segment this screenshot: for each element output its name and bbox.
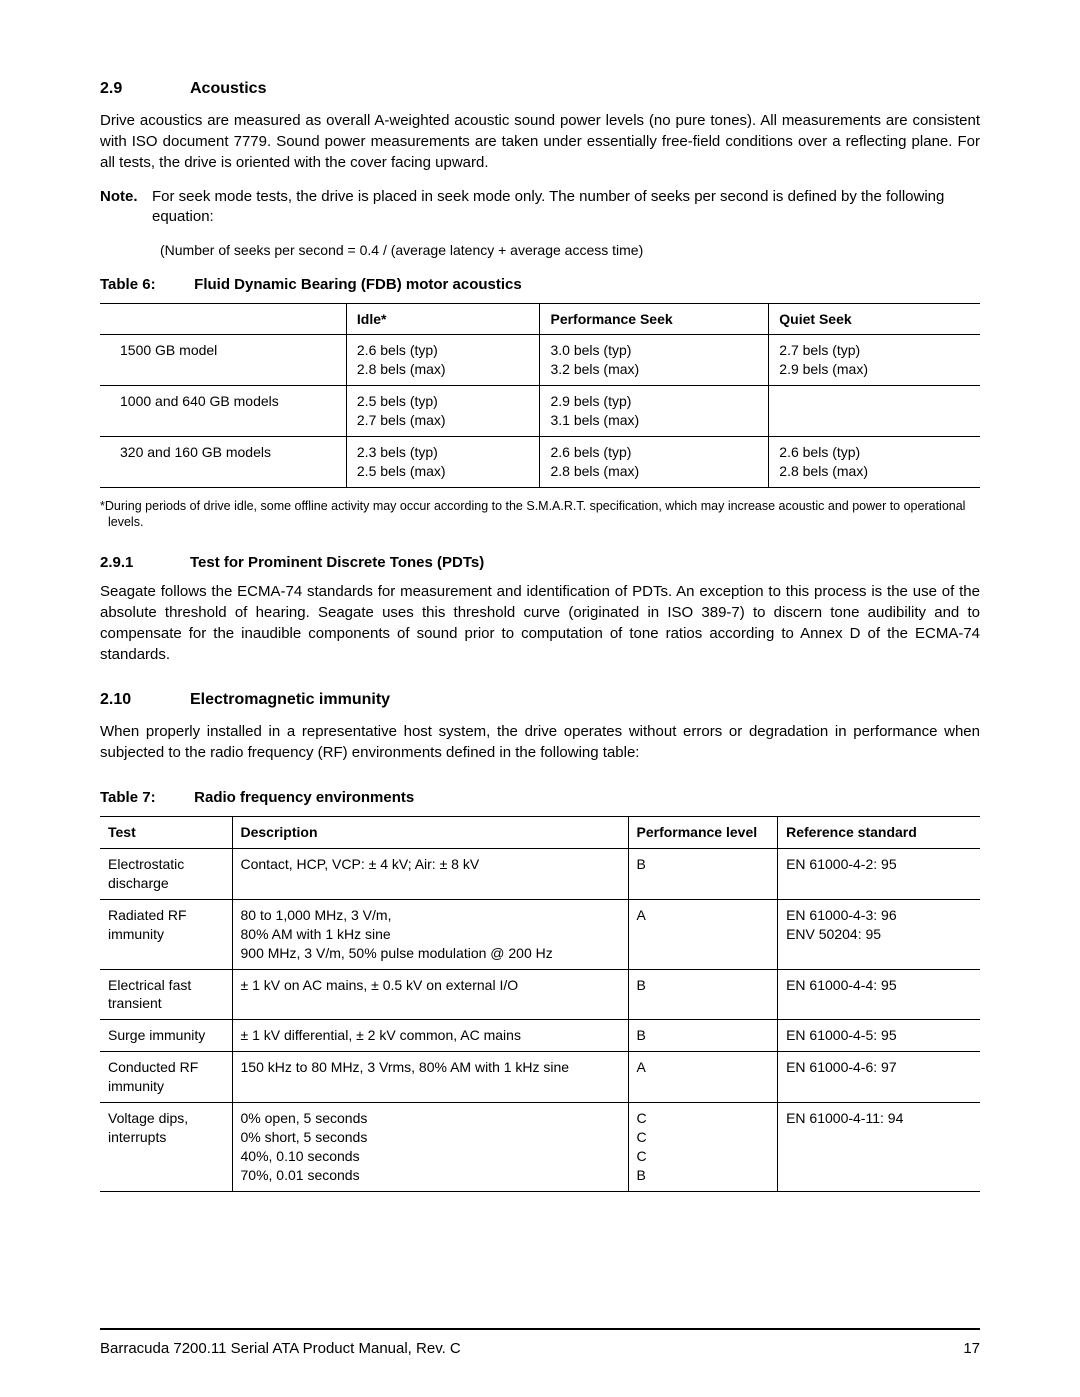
td-perf: B xyxy=(628,969,778,1020)
td-ref: EN 61000-4-6: 97 xyxy=(778,1052,980,1103)
td-test: Surge immunity xyxy=(100,1020,232,1052)
th: Performance level xyxy=(628,817,778,849)
td-test: Electrical fast transient xyxy=(100,969,232,1020)
table-6-caption: Table 6: Fluid Dynamic Bearing (FDB) mot… xyxy=(100,276,980,293)
note-text: For seek mode tests, the drive is placed… xyxy=(152,187,980,228)
section-2-9-heading: 2.9 Acoustics xyxy=(100,80,980,98)
td-test: Radiated RF immunity xyxy=(100,899,232,969)
table-7-caption: Table 7: Radio frequency environments xyxy=(100,789,980,806)
table-row: Voltage dips, interrupts0% open, 5 secon… xyxy=(100,1103,980,1192)
td-ref: EN 61000-4-3: 96ENV 50204: 95 xyxy=(778,899,980,969)
table-row: 1000 and 640 GB models2.5 bels (typ)2.7 … xyxy=(100,386,980,437)
table-row: Electrostatic dischargeContact, HCP, VCP… xyxy=(100,849,980,900)
section-title: Acoustics xyxy=(190,80,266,98)
table-title: Radio frequency environments xyxy=(194,789,414,806)
table-header-row: Test Description Performance level Refer… xyxy=(100,817,980,849)
table-row: Electrical fast transient± 1 kV on AC ma… xyxy=(100,969,980,1020)
td-label: 1000 and 640 GB models xyxy=(100,386,346,437)
table-num: Table 6: xyxy=(100,276,190,293)
th xyxy=(100,303,346,335)
td-idle: 2.3 bels (typ)2.5 bels (max) xyxy=(346,436,540,487)
td-perf: B xyxy=(628,1020,778,1052)
td-desc: ± 1 kV differential, ± 2 kV common, AC m… xyxy=(232,1020,628,1052)
td-desc: 150 kHz to 80 MHz, 3 Vrms, 80% AM with 1… xyxy=(232,1052,628,1103)
section-num: 2.9 xyxy=(100,80,190,98)
td-ref: EN 61000-4-2: 95 xyxy=(778,849,980,900)
td-label: 1500 GB model xyxy=(100,335,346,386)
section-num: 2.10 xyxy=(100,691,190,709)
td-perf: A xyxy=(628,899,778,969)
td-desc: 0% open, 5 seconds0% short, 5 seconds40%… xyxy=(232,1103,628,1192)
td-ref: EN 61000-4-4: 95 xyxy=(778,969,980,1020)
section-2-9-1-heading: 2.9.1 Test for Prominent Discrete Tones … xyxy=(100,554,980,571)
td-idle: 2.6 bels (typ)2.8 bels (max) xyxy=(346,335,540,386)
footer-left: Barracuda 7200.11 Serial ATA Product Man… xyxy=(100,1340,461,1357)
th: Test xyxy=(100,817,232,849)
th: Idle* xyxy=(346,303,540,335)
paragraph: Drive acoustics are measured as overall … xyxy=(100,110,980,173)
table-7: Test Description Performance level Refer… xyxy=(100,816,980,1191)
th: Performance Seek xyxy=(540,303,769,335)
td-desc: Contact, HCP, VCP: ± 4 kV; Air: ± 8 kV xyxy=(232,849,628,900)
paragraph: Seagate follows the ECMA-74 standards fo… xyxy=(100,581,980,665)
td-perf: 2.6 bels (typ)2.8 bels (max) xyxy=(540,436,769,487)
page-footer: Barracuda 7200.11 Serial ATA Product Man… xyxy=(100,1328,980,1357)
td-perf: 2.9 bels (typ)3.1 bels (max) xyxy=(540,386,769,437)
table-row: 320 and 160 GB models2.3 bels (typ)2.5 b… xyxy=(100,436,980,487)
table-6: Idle* Performance Seek Quiet Seek 1500 G… xyxy=(100,303,980,488)
table-row: Conducted RF immunity150 kHz to 80 MHz, … xyxy=(100,1052,980,1103)
table-num: Table 7: xyxy=(100,789,190,806)
table-header-row: Idle* Performance Seek Quiet Seek xyxy=(100,303,980,335)
td-test: Electrostatic discharge xyxy=(100,849,232,900)
footer-page-number: 17 xyxy=(963,1340,980,1357)
table-row: Radiated RF immunity80 to 1,000 MHz, 3 V… xyxy=(100,899,980,969)
td-perf: B xyxy=(628,849,778,900)
td-ref: EN 61000-4-11: 94 xyxy=(778,1103,980,1192)
td-perf: CCCB xyxy=(628,1103,778,1192)
table-row: Surge immunity± 1 kV differential, ± 2 k… xyxy=(100,1020,980,1052)
paragraph: When properly installed in a representat… xyxy=(100,721,980,763)
td-test: Conducted RF immunity xyxy=(100,1052,232,1103)
th: Reference standard xyxy=(778,817,980,849)
section-2-10-heading: 2.10 Electromagnetic immunity xyxy=(100,691,980,709)
td-label: 320 and 160 GB models xyxy=(100,436,346,487)
td-idle: 2.5 bels (typ)2.7 bels (max) xyxy=(346,386,540,437)
td-perf: A xyxy=(628,1052,778,1103)
section-num: 2.9.1 xyxy=(100,554,190,571)
td-quiet xyxy=(769,386,980,437)
page: 2.9 Acoustics Drive acoustics are measur… xyxy=(0,0,1080,1397)
th: Description xyxy=(232,817,628,849)
td-quiet: 2.6 bels (typ)2.8 bels (max) xyxy=(769,436,980,487)
table-title: Fluid Dynamic Bearing (FDB) motor acoust… xyxy=(194,276,522,293)
td-ref: EN 61000-4-5: 95 xyxy=(778,1020,980,1052)
section-title: Electromagnetic immunity xyxy=(190,691,390,709)
td-desc: 80 to 1,000 MHz, 3 V/m,80% AM with 1 kHz… xyxy=(232,899,628,969)
td-quiet: 2.7 bels (typ)2.9 bels (max) xyxy=(769,335,980,386)
table-row: 1500 GB model2.6 bels (typ)2.8 bels (max… xyxy=(100,335,980,386)
section-title: Test for Prominent Discrete Tones (PDTs) xyxy=(190,554,484,571)
th: Quiet Seek xyxy=(769,303,980,335)
td-perf: 3.0 bels (typ)3.2 bels (max) xyxy=(540,335,769,386)
note-label: Note. xyxy=(100,187,152,228)
td-test: Voltage dips, interrupts xyxy=(100,1103,232,1192)
note-row: Note. For seek mode tests, the drive is … xyxy=(100,187,980,228)
td-desc: ± 1 kV on AC mains, ± 0.5 kV on external… xyxy=(232,969,628,1020)
equation: (Number of seeks per second = 0.4 / (ave… xyxy=(160,242,980,258)
table-6-footnote: *During periods of drive idle, some offl… xyxy=(100,498,980,531)
